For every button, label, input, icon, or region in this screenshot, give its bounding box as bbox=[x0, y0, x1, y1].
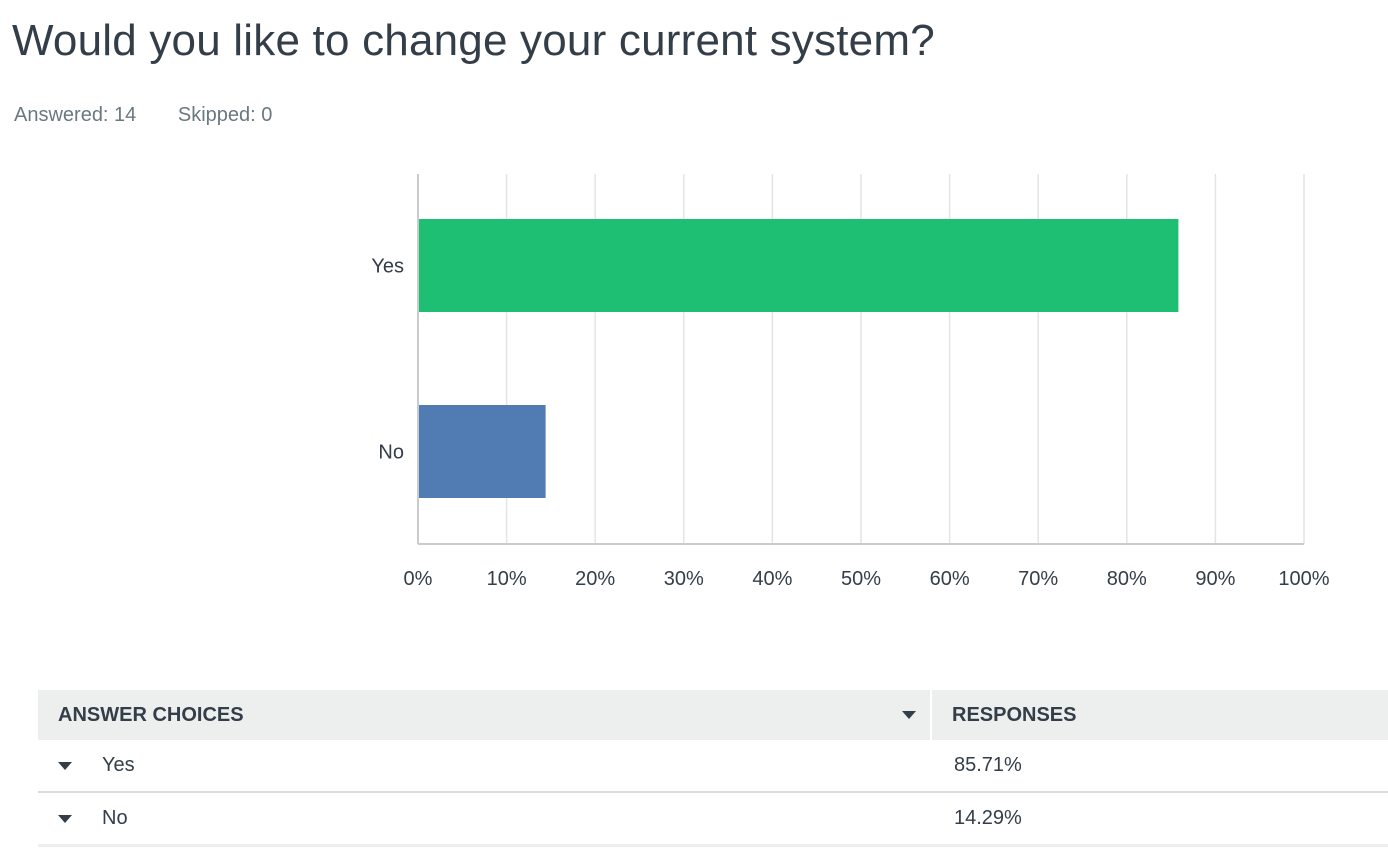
table-header: ANSWER CHOICES RESPONSES bbox=[38, 690, 1388, 740]
choice-label: Yes bbox=[102, 754, 135, 777]
bar-yes bbox=[419, 219, 1178, 312]
answer-table: ANSWER CHOICES RESPONSES Yes 85.71% No 1… bbox=[38, 690, 1388, 847]
response-value: 14.29% bbox=[934, 807, 1388, 830]
sort-caret-icon[interactable] bbox=[902, 711, 916, 719]
bar-chart: 0% 10% 20% 30% 40% 50% 60% 70% 80% 90% 100% Yes No bbox=[0, 0, 1388, 640]
expand-caret-icon[interactable] bbox=[58, 762, 72, 770]
category-label: Yes bbox=[371, 256, 404, 278]
table-row: Yes 85.71% bbox=[38, 740, 1388, 793]
x-tick-label: 50% bbox=[841, 568, 881, 590]
choice-cell: No bbox=[38, 807, 934, 830]
choice-cell: Yes bbox=[38, 754, 934, 777]
x-tick-label: 90% bbox=[1195, 568, 1235, 590]
x-tick-label: 10% bbox=[487, 568, 527, 590]
x-tick-label: 70% bbox=[1018, 568, 1058, 590]
choice-label: No bbox=[102, 807, 128, 830]
x-tick-label: 0% bbox=[404, 568, 433, 590]
chart-bars bbox=[419, 219, 1178, 498]
header-answer-choices-label: ANSWER CHOICES bbox=[58, 704, 244, 727]
table-row: No 14.29% bbox=[38, 793, 1388, 847]
x-tick-label: 60% bbox=[930, 568, 970, 590]
x-tick-label: 100% bbox=[1278, 568, 1329, 590]
bar-no bbox=[419, 405, 546, 498]
response-value: 85.71% bbox=[934, 754, 1388, 777]
x-tick-label: 30% bbox=[664, 568, 704, 590]
header-answer-choices[interactable]: ANSWER CHOICES bbox=[38, 690, 932, 740]
header-responses[interactable]: RESPONSES bbox=[932, 690, 1388, 740]
category-label: No bbox=[378, 442, 404, 464]
expand-caret-icon[interactable] bbox=[58, 815, 72, 823]
x-tick-label: 20% bbox=[575, 568, 615, 590]
x-tick-label: 80% bbox=[1107, 568, 1147, 590]
x-tick-label: 40% bbox=[752, 568, 792, 590]
